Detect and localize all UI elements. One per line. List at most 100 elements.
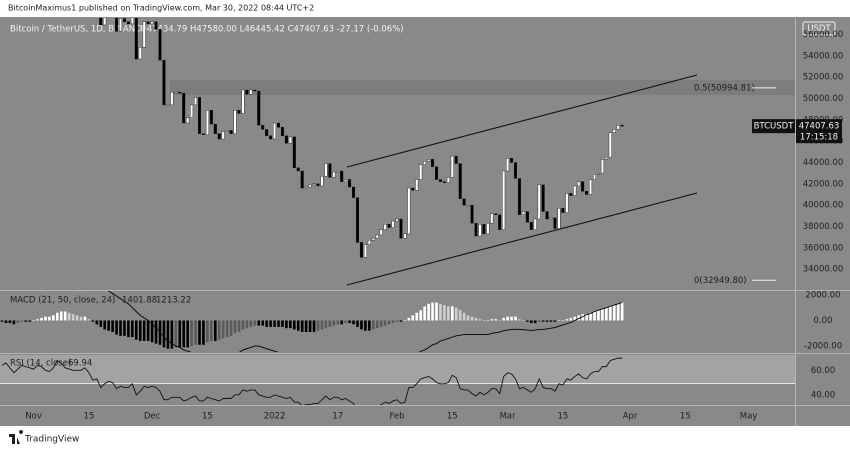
macd-histogram-bar [150,320,154,343]
macd-histogram-bar [605,307,608,321]
x-tick-label: 15 [83,412,94,422]
candle [249,89,253,95]
candle [569,193,573,196]
macd-histogram-bar [24,320,27,322]
candle [589,179,593,195]
macd-histogram-bar [395,320,399,322]
symbol-tag [752,119,795,134]
macd-histogram-bar [340,320,343,325]
macd-histogram-bar [372,320,375,330]
candle [205,110,209,135]
candle [514,162,518,179]
macd-histogram-bar [514,316,517,321]
macd-histogram-bar [170,320,174,349]
fib-level-label: 0.5(50994.81) [694,83,755,93]
symbol-tag-text: BTCUSDT [754,122,795,132]
macd-histogram-bar [20,320,24,322]
macd-histogram-bar [67,312,71,321]
candle [332,171,336,178]
macd-histogram-bar [123,320,126,336]
candle [209,110,213,125]
macd-histogram-bar [561,320,565,321]
candle [162,59,166,106]
candle [462,198,466,206]
candle [494,213,498,215]
macd-histogram-bar [439,303,442,321]
macd-histogram-bar [344,320,347,324]
macd-histogram-bar [336,320,340,325]
candle [391,220,395,228]
y-tick-label: 36000.00 [803,243,844,253]
macd-histogram-bar [103,320,106,330]
macd-histogram-bar [138,320,142,341]
candle [600,159,604,174]
macd-histogram-bar [379,320,383,327]
macd-histogram-bar [217,320,221,340]
macd-histogram-bar [502,317,505,321]
macd-histogram-bar [107,320,110,331]
candle [545,211,549,220]
y-tick-label: 42000.00 [803,179,844,189]
y-tick-label: 52000.00 [803,73,844,83]
candle [446,177,450,183]
macd-histogram-bar [597,310,600,321]
candle [328,163,332,178]
macd-histogram-bar [454,307,458,321]
macd-histogram-bar [95,320,99,325]
macd-histogram-bar [269,320,272,327]
macd-histogram-bar [585,314,588,321]
candle [221,131,225,140]
currency: USDT [807,24,831,34]
currency-box[interactable] [802,21,836,36]
candle [158,28,162,61]
macd-histogram-bar [458,310,462,321]
macd-histogram-bar [498,320,501,321]
candle [521,211,525,215]
brand[interactable]: TradingView [24,435,79,445]
candle [197,97,201,134]
macd-histogram-bar [541,320,545,322]
macd-histogram-bar [8,320,12,324]
candle [371,237,375,241]
macd-histogram-bar [277,320,280,327]
candle [561,208,565,213]
macd-histogram-bar [206,320,209,343]
brand-logo [9,430,24,444]
x-tick-label: Mar [500,412,517,422]
y-tick-label: 40000.00 [803,201,844,211]
macd-histogram-bar [221,320,225,339]
macd-histogram-bar [166,320,170,349]
candle [486,223,490,235]
macd-histogram-bar [375,320,379,329]
candle [395,218,399,222]
resistance-zone [170,80,795,95]
rsi-line [1,357,623,405]
macd-histogram-bar [289,320,292,329]
macd-legend: MACD (21, 50, close, 24) [10,296,115,306]
candle [280,127,284,137]
candle [344,179,348,182]
candle [229,130,233,134]
macd-histogram-bar [32,320,35,321]
macd-histogram-bar [127,320,130,338]
x-tick-label: Apr [623,412,638,422]
candle [517,178,521,215]
candle [506,158,510,172]
macd-histogram-bar [4,320,8,324]
candle [174,91,178,94]
macd-histogram-bar [293,320,296,330]
candle [352,186,356,198]
macd-histogram-bar [510,316,513,321]
candle [466,204,470,207]
macd-legend-value: 1401.88 [122,296,157,306]
macd-histogram-bar [245,320,249,329]
candle [134,18,138,60]
macd-histogram-bar [265,320,268,327]
macd-histogram-bar [565,319,569,321]
candle [581,181,585,192]
macd-histogram-bar [494,319,498,321]
macd-histogram-bar [474,317,478,321]
candle [431,159,435,167]
candle [261,124,265,130]
